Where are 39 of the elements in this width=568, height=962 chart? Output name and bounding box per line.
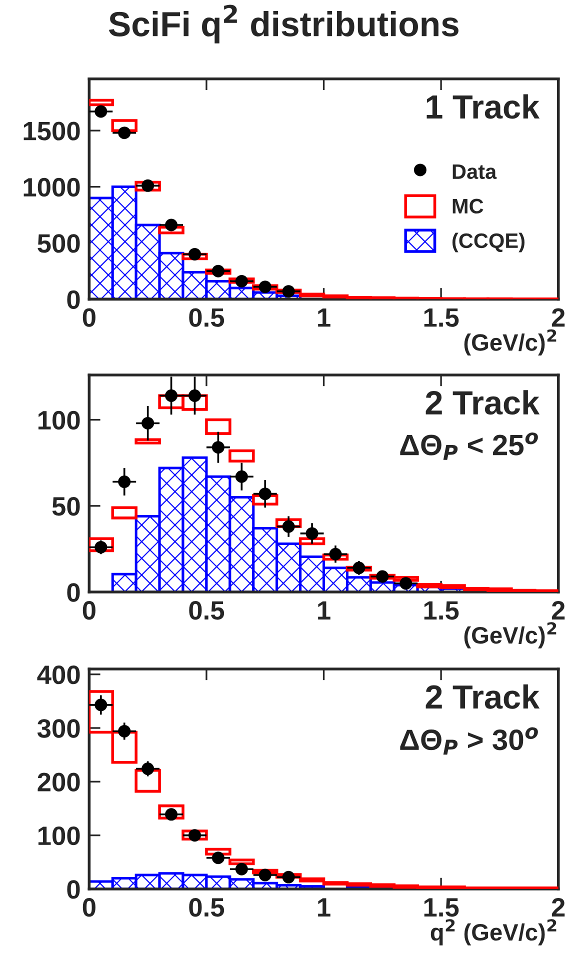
x-tick-label: 0 (82, 601, 96, 620)
x-tick-label: 1 (318, 601, 330, 620)
legend-label: Data (452, 164, 497, 180)
x-tick-label: 1.5 (424, 601, 459, 620)
y-tick-label: 100 (38, 826, 80, 846)
x-tick-label: 1.5 (424, 898, 459, 917)
y-tick-label: 100 (38, 410, 80, 430)
annotation: 2 Track (426, 390, 540, 415)
y-tick-label: 50 (52, 497, 80, 516)
y-tick-label: 300 (37, 719, 80, 738)
x-axis-title: (GeV/c)$^{2}$ (464, 622, 556, 648)
y-tick-label: 200 (38, 772, 80, 792)
x-tick-label: 0 (82, 308, 96, 327)
y-tick-label: 1500 (24, 122, 80, 140)
x-tick-label: 1 (318, 308, 330, 327)
x-tick-label: 0.5 (189, 601, 224, 620)
chart-title: SciFi q$^{2}$ distributions (108, 4, 458, 44)
x-tick-label: 0.5 (189, 898, 224, 917)
legend-label: (CCQE) (452, 232, 524, 252)
y-tick-label: 0 (67, 880, 80, 899)
x-tick-label: 2 (552, 601, 565, 620)
y-tick-label: 500 (38, 234, 80, 253)
x-tick-label: 2 (552, 898, 565, 916)
x-axis-title: (GeV/c)$^{2}$ (464, 329, 556, 356)
annotation: 2 Track (426, 684, 540, 709)
legend-label: MC (452, 198, 484, 214)
annotation: ΔΘ$_{P}$ > 30$^{o}$ (400, 727, 538, 755)
x-tick-label: 0.5 (189, 308, 224, 327)
x-axis-title: q$^{2}$ (GeV/c)$^{2}$ (430, 919, 556, 946)
y-tick-label: 400 (37, 665, 80, 684)
annotation: 1 Track (426, 94, 540, 119)
annotation: ΔΘ$_{P}$ < 25$^{o}$ (400, 432, 538, 460)
x-tick-label: 2 (552, 308, 565, 327)
y-tick-label: 1000 (24, 178, 80, 197)
x-tick-label: 0 (82, 898, 96, 917)
y-tick-label: 0 (67, 583, 80, 602)
x-tick-label: 1 (318, 898, 330, 916)
y-tick-label: 0 (67, 290, 80, 310)
x-tick-label: 1.5 (424, 308, 459, 327)
